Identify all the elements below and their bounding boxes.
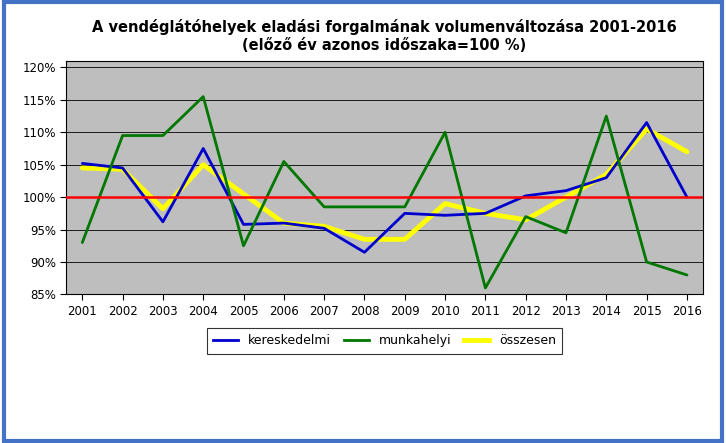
Title: A vendéglátóhelyek eladási forgalmának volumenváltozása 2001-2016
(előző év azon: A vendéglátóhelyek eladási forgalmának v… [92,19,677,53]
Legend: kereskedelmi, munkahelyi, összesen: kereskedelmi, munkahelyi, összesen [207,328,562,354]
